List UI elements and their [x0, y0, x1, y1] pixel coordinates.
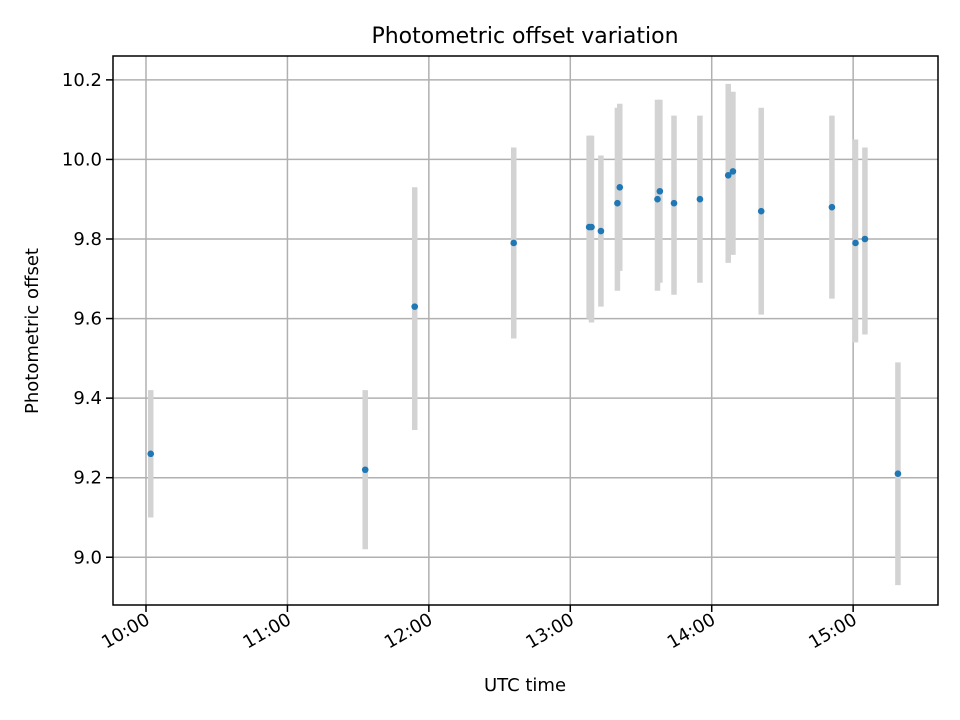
- y-tick-label: 9.0: [73, 547, 102, 568]
- data-point: [588, 223, 595, 231]
- x-tick-label: 12:00: [381, 609, 436, 653]
- x-tick-label: 10:00: [98, 609, 153, 653]
- y-axis-ticks: 9.0 9.2 9.4 9.6 9.8 10.0 10.2: [62, 70, 113, 568]
- data-point: [696, 195, 704, 203]
- data-point: [147, 450, 155, 458]
- data-point: [616, 183, 624, 191]
- data-point: [656, 187, 664, 195]
- y-tick-label: 10.0: [62, 149, 102, 170]
- data-point: [724, 172, 732, 179]
- y-tick-label: 9.8: [73, 229, 102, 250]
- y-tick-label: 9.2: [73, 468, 102, 489]
- data-point: [614, 199, 621, 207]
- data-point: [828, 203, 836, 211]
- x-tick-label: 15:00: [805, 609, 860, 653]
- data-point: [361, 466, 369, 474]
- x-tick-label: 13:00: [522, 609, 577, 653]
- y-tick-label: 9.6: [73, 309, 102, 330]
- y-tick-label: 10.2: [62, 70, 102, 91]
- data-point: [670, 199, 678, 207]
- data-point: [654, 195, 661, 203]
- data-point: [411, 303, 419, 310]
- plot-frame: [112, 55, 939, 606]
- x-tick-label: 14:00: [664, 609, 719, 653]
- x-axis-ticks: 10:00 11:00 12:00 13:00 14:00 15:00: [98, 605, 861, 653]
- grid: [113, 56, 938, 605]
- data-points: [147, 168, 902, 478]
- data-point: [861, 235, 869, 243]
- data-point: [729, 168, 737, 175]
- data-point: [597, 227, 605, 235]
- x-tick-label: 11:00: [240, 609, 295, 653]
- x-axis-label: UTC time: [484, 675, 566, 696]
- y-tick-label: 9.4: [73, 388, 102, 409]
- data-point: [510, 239, 518, 247]
- data-point: [852, 239, 859, 247]
- chart-title: Photometric offset variation: [371, 24, 678, 49]
- data-point: [757, 207, 765, 215]
- data-point: [894, 470, 902, 478]
- y-axis-label: Photometric offset: [22, 248, 43, 414]
